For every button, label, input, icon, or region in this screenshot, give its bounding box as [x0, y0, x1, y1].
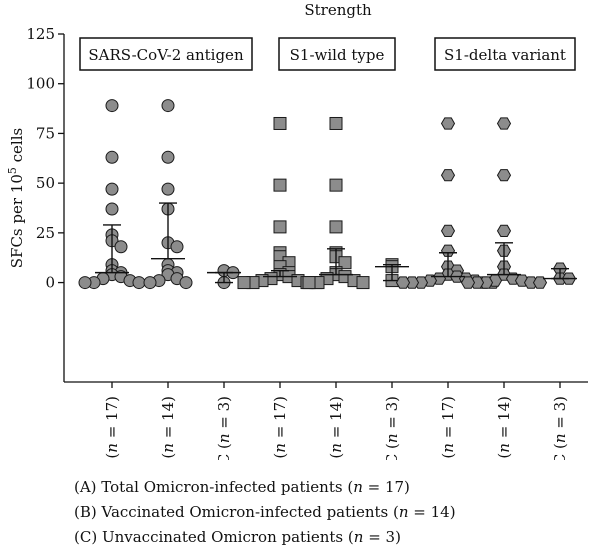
data-point	[132, 276, 146, 290]
chart-title: Strength	[304, 1, 372, 19]
x-group-label: C (n = 3)	[551, 396, 569, 460]
legend-a-text: (A) Total Omicron-infected patients (	[74, 478, 354, 496]
data-point	[161, 150, 175, 164]
legend-c-n: n	[353, 528, 364, 546]
data-point	[161, 182, 175, 196]
data-point	[460, 276, 476, 289]
legend-b-text: (B) Vaccinated Omicron-infected patients…	[74, 503, 399, 521]
data-point	[273, 116, 287, 130]
legend-item-a: (A) Total Omicron-infected patients (n =…	[74, 478, 410, 496]
data-point	[440, 244, 456, 257]
panel-label-box	[278, 37, 396, 71]
data-point	[273, 220, 287, 234]
y-tick-label: 50	[36, 174, 55, 192]
y-tick-label: 125	[26, 25, 55, 43]
data-point	[237, 276, 251, 290]
data-point	[395, 276, 411, 289]
data-point	[440, 224, 456, 237]
x-group-label: A (n = 17)	[103, 396, 121, 460]
data-point	[329, 220, 343, 234]
data-point	[78, 276, 92, 290]
x-group-label: C (n = 3)	[383, 396, 401, 460]
data-point	[114, 240, 128, 254]
y-axis-label: SFCs per 105 cells	[6, 128, 26, 268]
y-tick-label: 75	[36, 124, 55, 142]
x-group-label: B (n = 14)	[327, 396, 345, 460]
data-point	[496, 224, 512, 237]
x-group-label: A (n = 17)	[439, 396, 457, 460]
data-point	[356, 276, 370, 290]
legend-a-count: = 17)	[362, 478, 410, 496]
x-group-label: B (n = 14)	[495, 396, 513, 460]
data-point	[273, 178, 287, 192]
data-point	[105, 182, 119, 196]
data-point	[161, 99, 175, 113]
data-point	[496, 169, 512, 182]
y-tick-label: 0	[45, 274, 55, 292]
panel-label: S1-delta variant	[444, 46, 566, 64]
data-point	[170, 240, 184, 254]
x-group-label: C (n = 3)	[215, 396, 233, 460]
data-point	[105, 202, 119, 216]
data-point	[496, 117, 512, 130]
legend-item-c: (C) Unvaccinated Omicron patients (n = 3…	[74, 528, 401, 546]
panel-label-box	[434, 37, 576, 71]
panel-label: S1-wild type	[290, 46, 385, 64]
data-point	[329, 116, 343, 130]
data-point	[440, 169, 456, 182]
chart: Strength 0 25 50 75 100 125 SFCs per 105 cells S…	[6, 1, 588, 460]
data-point	[523, 276, 539, 289]
legend-item-b: (B) Vaccinated Omicron-infected patients…	[74, 503, 456, 521]
data-point	[329, 178, 343, 192]
legend-a-n: n	[353, 478, 363, 496]
data-point	[105, 99, 119, 113]
data-point	[532, 276, 548, 289]
legend-b-count: = 14)	[408, 503, 456, 521]
legend-b-n: n	[398, 503, 409, 521]
data-point	[143, 276, 157, 290]
data-point	[179, 276, 193, 290]
panel-label: SARS-CoV-2 antigen	[88, 46, 244, 64]
y-tick-label: 100	[26, 75, 55, 93]
legend-c-text: (C) Unvaccinated Omicron patients (	[74, 528, 354, 546]
legend-c-count: = 3)	[363, 528, 401, 546]
x-group-label: B (n = 14)	[159, 396, 177, 460]
data-point	[105, 150, 119, 164]
panel-label-box	[79, 37, 253, 71]
x-group-label: A (n = 17)	[271, 396, 289, 460]
data-point	[440, 117, 456, 130]
data-point	[302, 276, 316, 290]
y-tick-label: 25	[36, 224, 55, 242]
data-point	[338, 256, 352, 270]
